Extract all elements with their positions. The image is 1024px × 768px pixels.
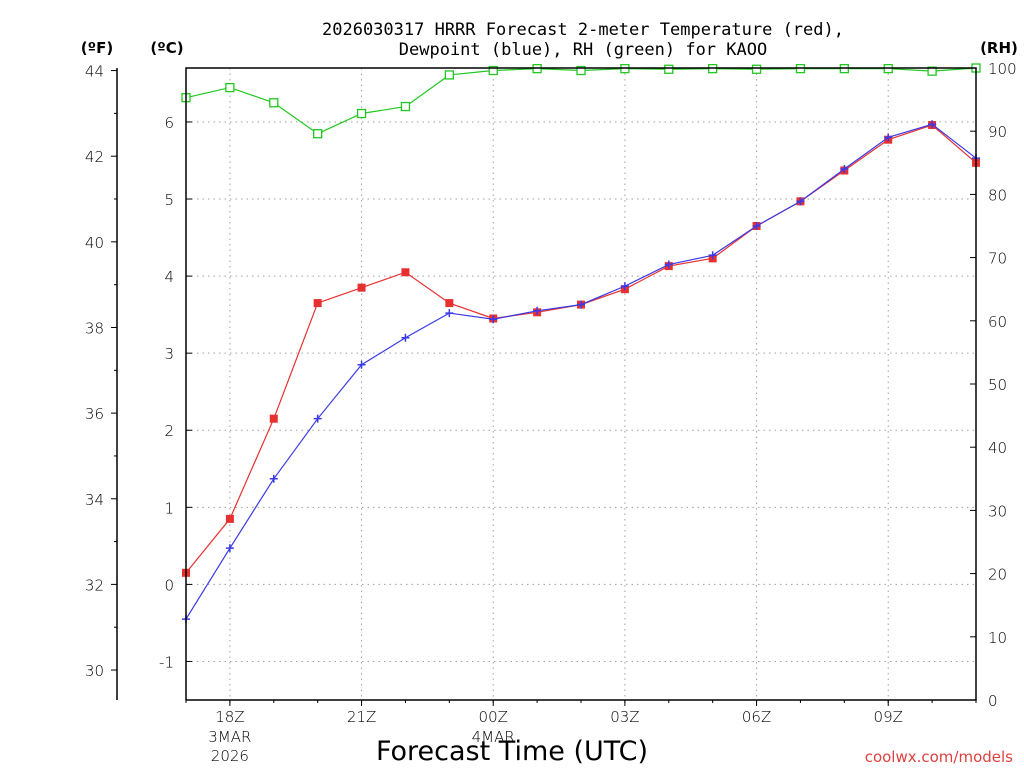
rh-point — [576, 65, 586, 76]
grid-lines — [186, 68, 976, 700]
temperature-series — [182, 121, 980, 577]
dewpoint-point — [225, 544, 234, 553]
rh-point — [664, 64, 674, 74]
fahrenheit-tick-label: 32 — [85, 576, 104, 594]
celsius-tick-label: 3 — [164, 345, 174, 363]
rh-line — [185, 67, 977, 135]
dewpoint-point — [445, 309, 454, 318]
dewpoint-point — [533, 306, 542, 315]
x-tick-label: 00Z — [479, 708, 508, 726]
rh-tick-label: 30 — [988, 502, 1007, 520]
temperature-point — [313, 299, 322, 308]
x-tick-year: 2026 — [211, 747, 249, 765]
plot-frame — [185, 67, 977, 701]
celsius-tick-label: 1 — [164, 499, 174, 517]
celsius-tick-label: 5 — [164, 191, 174, 209]
dewpoint-point — [357, 360, 366, 369]
temperature-point — [225, 514, 234, 523]
fahrenheit-tick-label: 30 — [85, 662, 104, 680]
x-tick-label: 09Z — [874, 708, 903, 726]
rh-tick-label: 20 — [988, 566, 1007, 584]
fahrenheit-tick-label: 42 — [85, 148, 104, 166]
dewpoint-point — [752, 222, 761, 230]
dewpoint-point — [884, 133, 893, 142]
rh-point — [313, 129, 323, 139]
x-tick-date: 4MAR — [472, 728, 515, 746]
rh-point — [927, 66, 937, 76]
chart-title-line1: 2026030317 HRRR Forecast 2-meter Tempera… — [322, 20, 844, 40]
fahrenheit-tick-label: 36 — [85, 405, 104, 423]
rh-point — [356, 108, 367, 119]
fahrenheit-unit-label: (ºF) — [81, 39, 113, 57]
dewpoint-point — [620, 282, 629, 291]
rh-series — [181, 63, 981, 139]
fahrenheit-tick-label: 38 — [85, 319, 104, 337]
rh-point — [269, 98, 279, 108]
rh-tick-label: 100 — [988, 60, 1017, 78]
fahrenheit-tick-label: 44 — [85, 63, 104, 81]
x-tick-date: 3MAR — [208, 728, 251, 746]
dewpoint-point — [577, 300, 585, 309]
fahrenheit-tick-label: 40 — [85, 234, 104, 252]
temperature-point — [357, 283, 366, 292]
temperature-point — [401, 268, 410, 277]
rh-tick-label: 0 — [988, 692, 998, 710]
rh-tick-label: 80 — [988, 186, 1007, 204]
celsius-unit-label: (ºC) — [150, 39, 183, 57]
rh-point — [400, 101, 411, 112]
rh-unit-label: (RH) — [980, 39, 1018, 57]
rh-tick-label: 90 — [988, 123, 1007, 141]
dewpoint-point — [269, 474, 278, 483]
rh-tick-label: 10 — [988, 629, 1007, 647]
dewpoint-line — [185, 123, 977, 620]
celsius-axis-ticks: -1 0 1 2 3 4 5 6 — [159, 114, 192, 671]
x-tick-label: 06Z — [742, 708, 771, 726]
celsius-tick-label: 2 — [164, 422, 174, 440]
dewpoint-point — [664, 260, 673, 269]
celsius-tick-label: -1 — [159, 653, 174, 671]
celsius-tick-label: 0 — [164, 576, 174, 594]
temperature-point — [269, 414, 278, 423]
rh-point — [444, 70, 454, 80]
x-tick-label: 03Z — [610, 708, 639, 726]
fahrenheit-tick-label: 34 — [85, 491, 104, 509]
celsius-tick-label: 4 — [164, 268, 174, 286]
dewpoint-series — [182, 120, 980, 624]
rh-tick-label: 60 — [988, 313, 1007, 331]
temperature-point — [445, 299, 454, 308]
rh-point — [488, 65, 498, 76]
dewpoint-point — [840, 164, 849, 173]
celsius-tick-label: 6 — [164, 114, 174, 132]
fahrenheit-axis: 30 32 34 36 38 40 42 44 — [85, 63, 118, 700]
rh-point — [751, 64, 762, 74]
credit-text: coolwx.com/models — [865, 748, 1013, 766]
x-axis-title: Forecast Time (UTC) — [376, 736, 648, 767]
dewpoint-point — [796, 197, 805, 206]
temperature-line — [185, 124, 977, 574]
rh-axis-ticks: 0 10 20 30 40 50 60 70 80 90 100 — [970, 60, 1017, 710]
dewpoint-point — [708, 251, 717, 260]
dewpoint-point — [313, 414, 322, 423]
dewpoint-point — [489, 315, 498, 324]
rh-tick-label: 70 — [988, 250, 1007, 268]
x-tick-label: 18Z — [215, 708, 244, 726]
rh-tick-label: 40 — [988, 439, 1007, 457]
x-tick-label: 21Z — [347, 708, 376, 726]
dewpoint-point — [928, 120, 937, 129]
rh-point — [225, 82, 235, 93]
rh-tick-label: 50 — [988, 376, 1007, 394]
chart-title-line2: Dewpoint (blue), RH (green) for KAOO — [399, 40, 767, 60]
dewpoint-point — [401, 333, 410, 342]
